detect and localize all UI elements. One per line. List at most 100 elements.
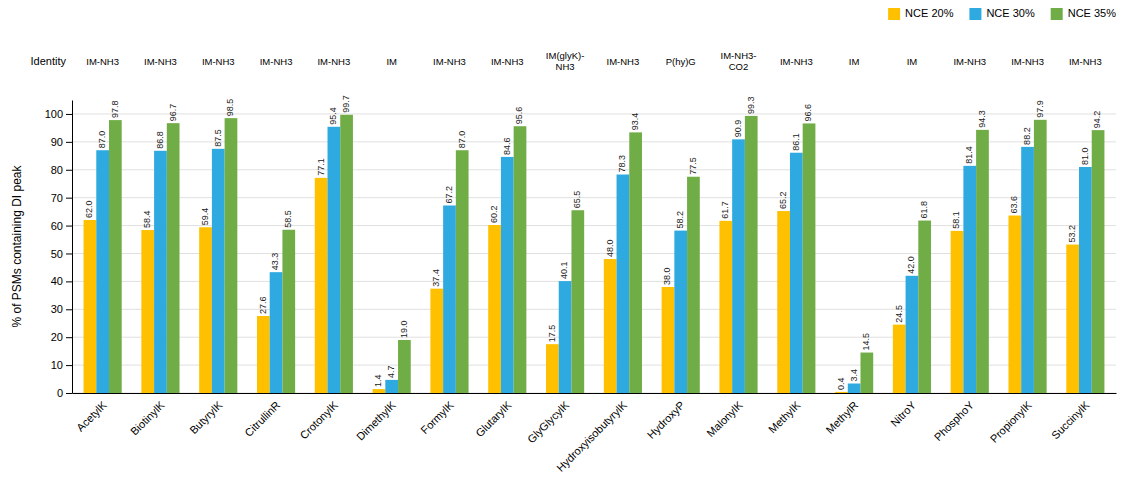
data-label: 0.4 (836, 377, 846, 390)
chart: 0102030405060708090100AcetylKBiotinylKBu… (0, 0, 1131, 493)
annotation: IM(glyK)-NH3 (546, 50, 585, 72)
bar (1021, 147, 1034, 393)
y-tick: 30 (51, 303, 72, 315)
bar (1008, 216, 1021, 393)
bar (430, 289, 443, 393)
bar (906, 276, 919, 393)
x-tick: FormylK (418, 398, 456, 436)
data-label: 87.0 (457, 131, 467, 149)
legend-item: NCE 30% (969, 7, 1035, 20)
x-tick: PropionylK (988, 398, 1035, 445)
bar (385, 380, 398, 393)
bar (1079, 167, 1092, 393)
x-tick: PhosphoY (932, 398, 977, 443)
x-tick: CitrullinR (242, 399, 282, 439)
data-label: 94.3 (977, 110, 987, 128)
data-label: 81.4 (964, 146, 974, 164)
y-tick: 20 (51, 331, 72, 343)
data-label: 48.0 (605, 240, 615, 258)
y-tick-mark (66, 142, 72, 143)
y-tick-label: 30 (51, 303, 63, 315)
data-label: 37.4 (431, 269, 441, 287)
bar (629, 132, 642, 393)
y-tick-label: 70 (51, 192, 63, 204)
bar (918, 221, 931, 393)
data-labels: 62.058.459.427.677.11.437.460.217.548.03… (84, 95, 1102, 390)
annotation: IM-NH3 (491, 56, 524, 67)
legend: NCE 20%NCE 30%NCE 35% (888, 7, 1116, 20)
x-tick: DimethylK (354, 398, 398, 442)
x-tick-label: CrotonylK (297, 398, 340, 441)
bar (225, 118, 238, 393)
bar (719, 221, 732, 393)
data-label: 4.7 (386, 365, 396, 378)
bar (951, 231, 964, 393)
bar (546, 344, 559, 393)
bar (257, 316, 270, 393)
x-tick-label: MethylR (823, 399, 860, 436)
data-label: 67.2 (444, 186, 454, 204)
bar (790, 153, 803, 393)
data-label: 90.9 (733, 120, 743, 138)
data-label: 14.5 (861, 333, 871, 351)
bar (488, 225, 501, 393)
y-tick: 50 (51, 247, 72, 259)
y-tick: 100 (45, 108, 72, 120)
series (96, 127, 1091, 393)
annotation-row: IdentityIM-NH3IM-NH3IM-NH3IM-NH3IM-NH3IM… (31, 50, 1102, 72)
y-tick: 40 (51, 275, 72, 287)
annotation: IM-NH3-CO2 (721, 50, 757, 72)
legend-label: NCE 35% (1068, 7, 1117, 19)
data-label: 61.8 (919, 201, 929, 219)
bar (398, 340, 411, 393)
legend-swatch (969, 8, 981, 20)
data-label: 96.7 (168, 104, 178, 122)
annotation: IM-NH3 (607, 56, 640, 67)
annotation: IM-NH3 (433, 56, 466, 67)
x-tick: HydroxyisobutyrylK (554, 398, 630, 474)
bar (141, 230, 154, 393)
bar (373, 389, 386, 393)
x-tick-label: ButyrylK (187, 398, 225, 436)
data-label: 94.2 (1092, 111, 1102, 129)
x-tick: MethylR (823, 399, 860, 436)
x-tick-label: GlutarylK (473, 398, 514, 439)
data-label: 65.2 (778, 192, 788, 210)
data-label: 77.1 (316, 158, 326, 176)
series (109, 115, 1104, 393)
y-tick: 90 (51, 136, 72, 148)
annotation: IM-NH3 (1069, 56, 1102, 67)
data-label: 60.2 (489, 205, 499, 223)
bar (199, 227, 212, 393)
x-tick: NitroY (888, 398, 919, 429)
data-label: 58.2 (675, 211, 685, 229)
annotation: IM-NH3 (144, 56, 177, 67)
x-axis-line (73, 393, 1117, 394)
bar (456, 150, 469, 393)
data-label: 1.4 (373, 375, 383, 388)
data-label: 27.6 (258, 296, 268, 314)
x-tick: ButyrylK (187, 398, 225, 436)
bar (109, 120, 122, 393)
x-tick-label: AcetylK (74, 398, 109, 433)
data-label: 40.1 (559, 262, 569, 280)
bar (687, 177, 700, 393)
bar (662, 287, 675, 393)
x-tick: GlyGlycylK (525, 398, 572, 445)
y-axis-line (72, 101, 73, 394)
bar (976, 130, 989, 393)
annotation: IM-NH3 (1011, 56, 1044, 67)
bar (674, 231, 687, 393)
data-label: 58.1 (951, 211, 961, 229)
legend-label: NCE 30% (986, 7, 1035, 19)
x-tick-label: SuccinylK (1049, 398, 1092, 441)
data-label: 99.7 (341, 95, 351, 113)
bar (96, 150, 109, 393)
bar (604, 259, 617, 393)
data-label: 63.6 (1009, 196, 1019, 214)
data-label: 99.3 (746, 96, 756, 114)
annotation: IM (907, 56, 918, 67)
x-tick-label: GlyGlycylK (525, 398, 572, 445)
bar (893, 325, 906, 393)
data-label: 59.4 (200, 208, 210, 226)
